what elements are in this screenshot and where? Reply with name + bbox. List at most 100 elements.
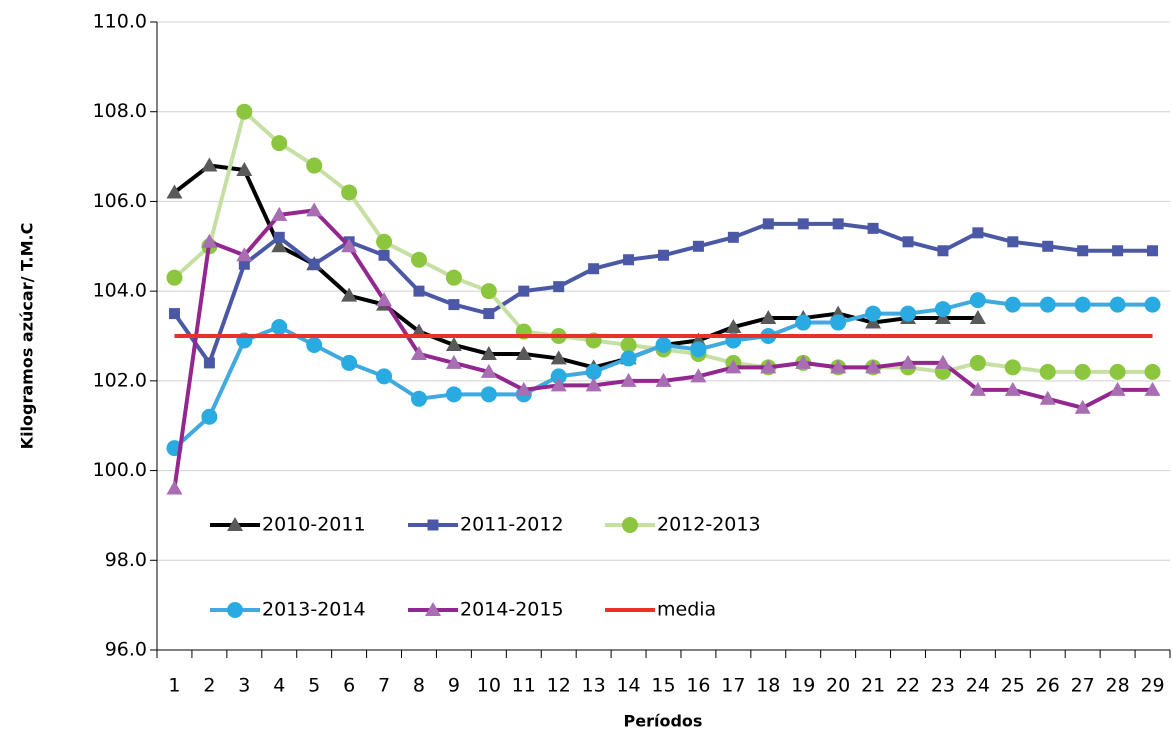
data-point xyxy=(900,354,917,369)
legend-label: 2014-2015 xyxy=(460,599,564,621)
data-point xyxy=(969,310,986,325)
x-tick-label: 26 xyxy=(1036,675,1060,697)
data-point xyxy=(655,372,672,387)
data-point xyxy=(550,377,567,392)
data-point xyxy=(1074,399,1091,414)
data-point xyxy=(445,336,462,351)
x-tick-label: 17 xyxy=(721,675,745,697)
data-point xyxy=(620,372,637,387)
data-point xyxy=(1109,381,1126,396)
x-tick-label: 11 xyxy=(512,675,536,697)
data-point xyxy=(585,363,602,380)
data-point xyxy=(937,245,949,257)
x-tick-label: 23 xyxy=(931,675,955,697)
x-axis-title: Períodos xyxy=(624,712,703,731)
y-axis-title: Kilogramos azúcar/ T.M.C xyxy=(18,223,37,450)
data-point xyxy=(480,363,497,378)
legend-marker xyxy=(425,602,441,616)
data-point xyxy=(830,359,847,374)
data-point xyxy=(515,381,532,396)
data-point xyxy=(410,390,427,407)
legend-marker xyxy=(622,517,638,533)
data-point xyxy=(1144,363,1161,380)
data-point xyxy=(550,368,567,385)
data-point xyxy=(376,233,393,250)
data-point xyxy=(166,480,183,495)
data-point xyxy=(760,359,777,374)
data-point xyxy=(623,254,635,266)
data-point xyxy=(271,238,288,253)
data-point xyxy=(480,386,497,403)
data-point xyxy=(690,341,707,358)
data-point xyxy=(515,345,532,360)
data-point xyxy=(969,292,986,309)
x-tick-label: 7 xyxy=(378,675,390,697)
x-tick-label: 9 xyxy=(448,675,460,697)
data-point xyxy=(795,354,812,369)
y-tick-label: 110.0 xyxy=(93,11,147,33)
data-point xyxy=(306,336,323,353)
data-point xyxy=(166,269,183,286)
data-point xyxy=(203,357,215,369)
data-point xyxy=(1004,359,1021,376)
data-point xyxy=(1109,296,1126,313)
data-point xyxy=(620,336,637,353)
data-point xyxy=(483,308,495,320)
data-point xyxy=(238,258,250,270)
data-point xyxy=(1039,363,1056,380)
data-point xyxy=(201,408,218,425)
x-tick-label: 6 xyxy=(343,675,355,697)
legend-label: 2012-2013 xyxy=(657,514,761,536)
data-point xyxy=(760,310,777,325)
legend-marker xyxy=(227,517,243,531)
data-point xyxy=(376,292,393,307)
data-point xyxy=(934,301,951,318)
data-point xyxy=(236,247,253,262)
data-point xyxy=(658,249,669,261)
data-point xyxy=(550,350,567,365)
data-point xyxy=(410,345,427,360)
legend-label: 2013-2014 xyxy=(262,599,366,621)
data-point xyxy=(271,135,288,152)
x-tick-label: 21 xyxy=(861,675,885,697)
data-point xyxy=(1042,240,1054,252)
data-point xyxy=(727,231,739,243)
data-point xyxy=(166,184,183,199)
data-point xyxy=(1077,245,1089,257)
data-point xyxy=(308,258,320,270)
x-tick-label: 19 xyxy=(791,675,815,697)
data-point xyxy=(378,249,390,261)
x-tick-label: 20 xyxy=(826,675,850,697)
y-tick-label: 100.0 xyxy=(93,459,147,481)
data-point xyxy=(1074,296,1091,313)
x-tick-label: 12 xyxy=(547,675,571,697)
data-point xyxy=(832,218,844,230)
data-point xyxy=(413,285,425,297)
data-point xyxy=(1039,296,1056,313)
data-point xyxy=(1004,296,1021,313)
legend-marker xyxy=(227,602,243,618)
y-tick-label: 98.0 xyxy=(105,549,147,571)
data-point xyxy=(445,354,462,369)
data-point xyxy=(445,269,462,286)
data-point xyxy=(795,314,812,331)
data-point xyxy=(376,368,393,385)
data-point xyxy=(1004,381,1021,396)
data-point xyxy=(902,236,914,248)
data-point xyxy=(1007,236,1019,248)
data-point xyxy=(865,359,882,374)
data-point xyxy=(341,184,358,201)
data-point xyxy=(168,308,180,320)
data-point xyxy=(690,368,707,383)
y-tick-label: 106.0 xyxy=(93,190,147,212)
data-point xyxy=(588,263,600,275)
data-point xyxy=(655,336,672,353)
data-point xyxy=(341,287,358,302)
data-point xyxy=(1109,363,1126,380)
data-point xyxy=(725,319,742,334)
data-point xyxy=(271,206,288,221)
data-point xyxy=(236,103,253,120)
data-point xyxy=(271,319,288,336)
data-point xyxy=(341,354,358,371)
